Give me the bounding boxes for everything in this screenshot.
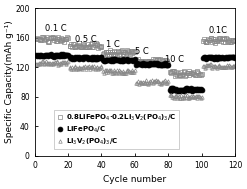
Text: 1 C: 1 C	[106, 40, 120, 49]
Line: LiFePO$_4$/C: LiFePO$_4$/C	[34, 52, 237, 93]
LiFePO$_4$/C	[182, 90, 185, 92]
LiFePO$_4$/C	[233, 57, 236, 59]
0.8LiFePO$_4$·0.2Li$_3$V$_2$(PO$_4$)$_3$/C	[51, 36, 54, 38]
LiFePO$_4$/C	[66, 53, 69, 56]
0.8LiFePO$_4$·0.2Li$_3$V$_2$(PO$_4$)$_3$/C	[233, 39, 236, 41]
Text: 0.1 C: 0.1 C	[45, 24, 66, 33]
Li$_3$V$_2$(PO$_4$)$_3$/C	[35, 63, 38, 66]
Li$_3$V$_2$(PO$_4$)$_3$/C	[167, 80, 170, 82]
Li$_3$V$_2$(PO$_4$)$_3$/C	[181, 97, 184, 100]
0.8LiFePO$_4$·0.2Li$_3$V$_2$(PO$_4$)$_3$/C	[66, 37, 69, 40]
LiFePO$_4$/C	[35, 53, 38, 56]
LiFePO$_4$/C	[103, 60, 106, 62]
Li$_3$V$_2$(PO$_4$)$_3$/C	[103, 69, 106, 71]
0.8LiFePO$_4$·0.2Li$_3$V$_2$(PO$_4$)$_3$/C	[35, 38, 38, 40]
Li$_3$V$_2$(PO$_4$)$_3$/C	[233, 64, 236, 66]
0.8LiFePO$_4$·0.2Li$_3$V$_2$(PO$_4$)$_3$/C	[43, 37, 46, 39]
LiFePO$_4$/C	[221, 57, 224, 60]
0.8LiFePO$_4$·0.2Li$_3$V$_2$(PO$_4$)$_3$/C	[167, 63, 170, 65]
Text: 0.5 C: 0.5 C	[75, 35, 96, 44]
Text: 0.1C: 0.1C	[208, 26, 227, 35]
LiFePO$_4$/C	[48, 54, 51, 57]
Legend: 0.8LiFePO$_4$·0.2Li$_3$V$_2$(PO$_4$)$_3$/C, LiFePO$_4$/C, Li$_3$V$_2$(PO$_4$)$_3: 0.8LiFePO$_4$·0.2Li$_3$V$_2$(PO$_4$)$_3$…	[54, 110, 179, 149]
Text: 5 C: 5 C	[135, 47, 148, 56]
Text: 10 C: 10 C	[165, 55, 184, 64]
Li$_3$V$_2$(PO$_4$)$_3$/C	[41, 60, 44, 62]
Li$_3$V$_2$(PO$_4$)$_3$/C	[221, 66, 224, 68]
Y-axis label: Specific Capacity(mAh g⁻¹): Specific Capacity(mAh g⁻¹)	[5, 21, 14, 143]
0.8LiFePO$_4$·0.2Li$_3$V$_2$(PO$_4$)$_3$/C	[173, 75, 176, 77]
LiFePO$_4$/C	[167, 64, 170, 66]
0.8LiFePO$_4$·0.2Li$_3$V$_2$(PO$_4$)$_3$/C	[103, 54, 106, 56]
X-axis label: Cycle number: Cycle number	[103, 175, 166, 184]
LiFePO$_4$/C	[59, 53, 62, 56]
0.8LiFePO$_4$·0.2Li$_3$V$_2$(PO$_4$)$_3$/C	[48, 41, 51, 43]
Line: Li$_3$V$_2$(PO$_4$)$_3$/C: Li$_3$V$_2$(PO$_4$)$_3$/C	[35, 59, 237, 100]
LiFePO$_4$/C	[43, 55, 46, 57]
Li$_3$V$_2$(PO$_4$)$_3$/C	[66, 60, 69, 63]
0.8LiFePO$_4$·0.2Li$_3$V$_2$(PO$_4$)$_3$/C	[221, 40, 224, 43]
Line: 0.8LiFePO$_4$·0.2Li$_3$V$_2$(PO$_4$)$_3$/C: 0.8LiFePO$_4$·0.2Li$_3$V$_2$(PO$_4$)$_3$…	[35, 35, 236, 77]
Li$_3$V$_2$(PO$_4$)$_3$/C	[49, 62, 52, 64]
Li$_3$V$_2$(PO$_4$)$_3$/C	[44, 61, 47, 64]
